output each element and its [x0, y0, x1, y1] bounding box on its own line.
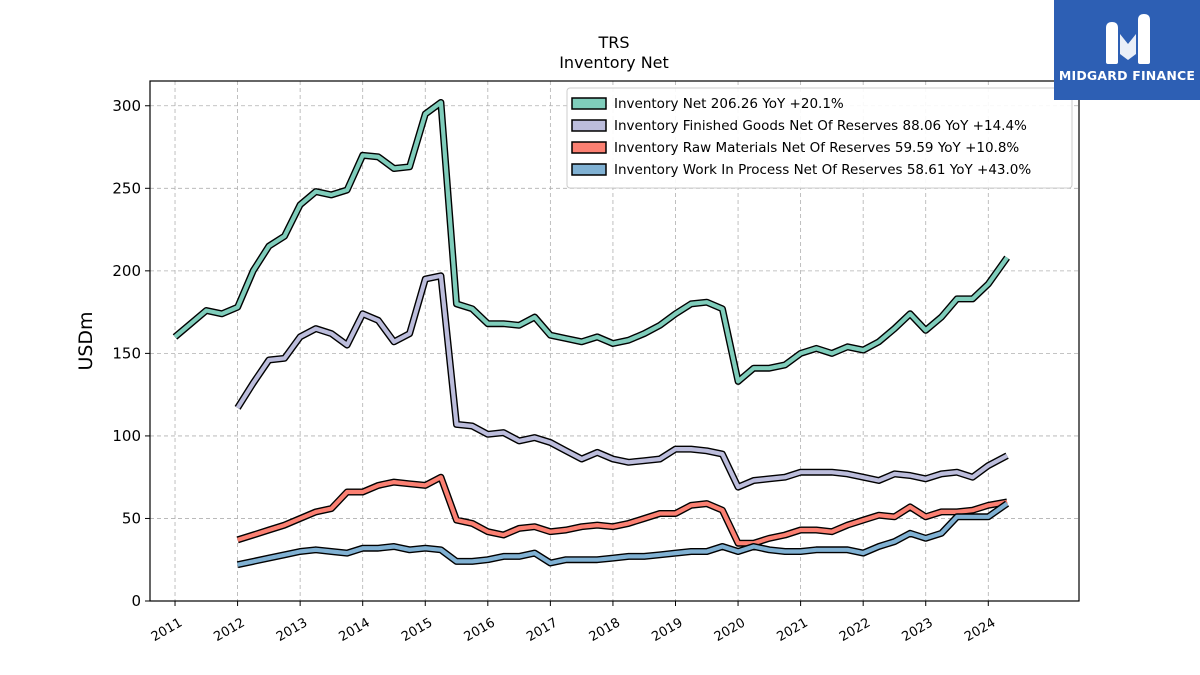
series-line-4: [237, 501, 1009, 567]
legend-label: Inventory Finished Goods Net Of Reserves…: [614, 118, 1027, 134]
x-tick-label: 2017: [524, 615, 560, 645]
y-tick-label: 0: [131, 592, 141, 610]
legend-swatch: [571, 141, 607, 154]
x-axis: 2011 2012 2013 2014 2015 2016 2017 2018 2019 2020…: [149, 601, 998, 645]
x-tick-label: 2022: [837, 615, 873, 645]
x-tick-label: 2016: [462, 615, 498, 645]
series-line-3: [236, 475, 1008, 546]
y-axis: 0 50 100 150 200 250 300: [112, 97, 150, 610]
midgard-m-logo-icon: [1106, 14, 1150, 64]
x-tick-label: 2020: [712, 615, 748, 645]
chart-title: TRS: [597, 33, 629, 52]
x-tick-label: 2019: [649, 615, 685, 645]
x-tick-label: 2014: [337, 615, 373, 645]
legend-label: Inventory Raw Materials Net Of Reserves …: [614, 140, 1019, 156]
plot-lines: [172, 99, 1010, 569]
y-tick-label: 100: [112, 427, 141, 445]
legend: Inventory Net 206.26 YoY +20.1% Inventory…: [566, 87, 1073, 189]
series-line-outline: [236, 473, 1008, 547]
brand-logo: MIDGARD FINANCE: [1054, 0, 1200, 100]
x-tick-label: 2015: [399, 615, 435, 645]
series-line-2: [235, 273, 1009, 490]
y-axis-label: USDm: [75, 311, 97, 370]
legend-swatch: [571, 163, 607, 176]
x-tick-label: 2011: [149, 615, 185, 645]
plot-area-frame: [149, 80, 1080, 602]
chart-subtitle: Inventory Net: [559, 53, 669, 72]
legend-swatch: [571, 119, 607, 132]
y-tick-label: 300: [112, 97, 141, 115]
x-tick-label: 2023: [900, 615, 936, 645]
x-tick-label: 2021: [774, 615, 810, 645]
x-tick-label: 2024: [962, 615, 998, 645]
y-tick-label: 200: [112, 262, 141, 280]
y-tick-label: 50: [122, 509, 141, 527]
x-tick-label: 2012: [211, 615, 247, 645]
series-line-outline: [234, 272, 1009, 491]
x-tick-label: 2018: [587, 615, 623, 645]
brand-name: MIDGARD FINANCE: [1058, 68, 1196, 83]
y-tick-label: 250: [112, 179, 141, 197]
legend-label: Inventory Net 206.26 YoY +20.1%: [614, 96, 844, 112]
legend-box: [566, 87, 1073, 189]
legend-label: Inventory Work In Process Net Of Reserve…: [614, 162, 1031, 178]
x-tick-label: 2013: [274, 615, 310, 645]
y-tick-label: 150: [112, 344, 141, 362]
series-line-1: [173, 100, 1009, 384]
legend-swatch: [571, 97, 607, 110]
